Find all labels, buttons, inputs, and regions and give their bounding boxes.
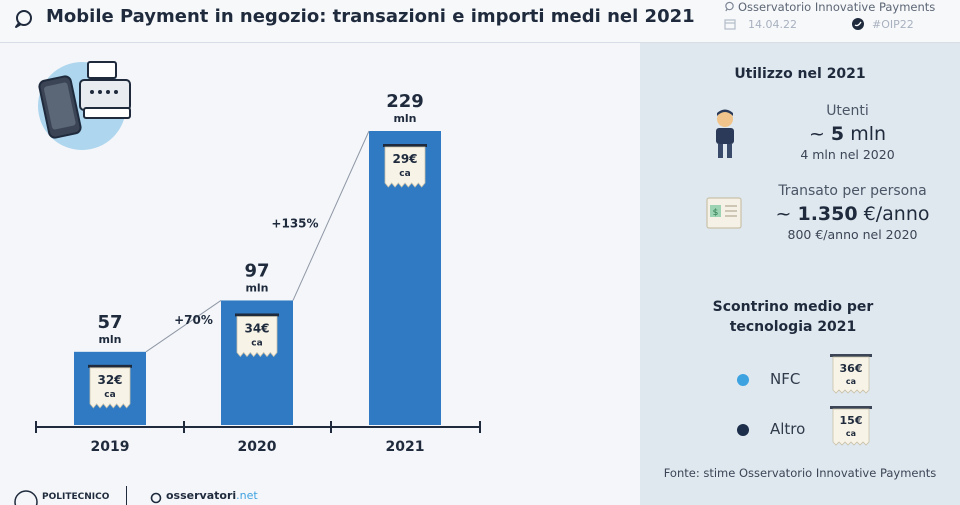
users-unit: mln bbox=[850, 123, 887, 145]
avg-ticket-suffix-2019: ca bbox=[104, 390, 115, 400]
growth-line-1 bbox=[292, 130, 370, 301]
users-number: 5 bbox=[830, 123, 845, 145]
polimi-name: POLITECNICO bbox=[42, 492, 110, 502]
growth-label-0: +70% bbox=[174, 313, 213, 327]
calendar-icon bbox=[724, 19, 736, 30]
receipt-2020 bbox=[236, 316, 278, 358]
nfc-ticket-value: 36€ bbox=[840, 362, 863, 375]
altro-label: Altro bbox=[770, 420, 806, 438]
category-label-2021: 2021 bbox=[386, 439, 425, 455]
page-title: Mobile Payment in negozio: transazioni e… bbox=[46, 6, 695, 27]
value-label-2021: 229 bbox=[386, 91, 424, 112]
presentation-date: 14.04.22 bbox=[748, 18, 797, 31]
receipt-top-2019 bbox=[88, 364, 132, 368]
tech-ticket-title: Scontrino medio per tecnologia 2021 bbox=[700, 297, 886, 337]
receipt-2019 bbox=[89, 367, 131, 409]
right-panel bbox=[640, 43, 960, 505]
header-bar bbox=[0, 0, 960, 43]
category-label-2019: 2019 bbox=[91, 439, 130, 455]
mobile-pos-illustration-icon bbox=[38, 61, 131, 150]
altro-ticket-value: 15€ bbox=[840, 414, 863, 427]
spend-unit: €/anno bbox=[863, 203, 930, 225]
spend-value: ~ 1.350 €/anno bbox=[760, 203, 945, 225]
spend-previous-year: 800 €/anno nel 2020 bbox=[787, 227, 918, 242]
polimi-seal-icon bbox=[14, 490, 38, 505]
category-label-2020: 2020 bbox=[238, 439, 277, 455]
receipt-top-2020 bbox=[235, 313, 279, 317]
altro-receipt: 15€ ca bbox=[830, 406, 872, 446]
growth-line-0 bbox=[145, 300, 222, 353]
osservatorio-icon bbox=[725, 1, 734, 12]
users-value: ~ 5 mln bbox=[760, 123, 935, 145]
nfc-receipt: 36€ ca bbox=[830, 354, 872, 394]
avg-ticket-2019: 32€ bbox=[97, 373, 122, 387]
receipt-2021 bbox=[384, 146, 426, 188]
nfc-legend-dot bbox=[737, 374, 749, 386]
twitter-icon bbox=[852, 18, 864, 30]
value-label-2020: 97 bbox=[244, 260, 269, 281]
users-approx: ~ bbox=[808, 123, 825, 145]
svg-text:$: $ bbox=[713, 208, 719, 218]
unit-label-2021: mln bbox=[393, 112, 416, 125]
nfc-ticket-suffix: ca bbox=[846, 377, 856, 386]
osservatori-logo-text: osservatori.net bbox=[166, 489, 258, 502]
spend-label: Transato per persona bbox=[778, 183, 927, 199]
user-person-icon bbox=[716, 109, 734, 158]
receipt-top-2021 bbox=[383, 144, 427, 147]
speech-bubble-icon bbox=[15, 10, 32, 28]
osservatori-name: osservatori bbox=[166, 489, 237, 502]
avg-ticket-2021: 29€ bbox=[392, 152, 417, 166]
spend-number: 1.350 bbox=[797, 203, 858, 225]
bar-chart: 57mln32€ca201997mln34€ca2020229mln29€ca2… bbox=[35, 91, 481, 455]
growth-label-1: +135% bbox=[271, 217, 318, 231]
nfc-label: NFC bbox=[770, 370, 801, 388]
osservatori-suffix: .net bbox=[236, 489, 258, 502]
users-previous-year: 4 mln nel 2020 bbox=[800, 147, 895, 162]
avg-ticket-suffix-2020: ca bbox=[251, 338, 262, 348]
footer-divider bbox=[126, 486, 127, 505]
unit-label-2019: mln bbox=[98, 333, 121, 346]
source-note: Fonte: stime Osservatorio Innovative Pay… bbox=[663, 466, 937, 480]
avg-ticket-2020: 34€ bbox=[244, 321, 269, 335]
tech-ticket-title-line2: tecnologia 2021 bbox=[729, 319, 857, 335]
usage-title: Utilizzo nel 2021 bbox=[734, 66, 866, 82]
tech-ticket-title-line1: Scontrino medio per bbox=[712, 299, 874, 315]
spend-approx: ~ bbox=[775, 203, 792, 225]
value-label-2019: 57 bbox=[97, 312, 122, 333]
altro-legend-dot bbox=[737, 424, 749, 436]
avg-ticket-suffix-2021: ca bbox=[399, 169, 410, 179]
receipt-money-icon: $ bbox=[706, 197, 742, 229]
users-label: Utenti bbox=[826, 103, 869, 119]
unit-label-2020: mln bbox=[245, 281, 268, 294]
event-hashtag: #OIP22 bbox=[872, 18, 914, 31]
altro-ticket-suffix: ca bbox=[846, 429, 856, 438]
osservatori-logo-icon bbox=[150, 492, 162, 504]
brand-name: Osservatorio Innovative Payments bbox=[738, 0, 936, 14]
